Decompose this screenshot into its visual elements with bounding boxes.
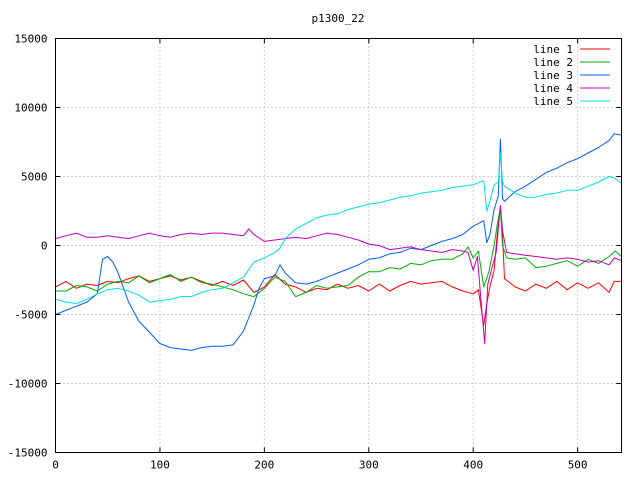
- x-tick-label: 500: [568, 459, 588, 472]
- y-tick-label: -10000: [8, 378, 48, 391]
- series-line-5: [55, 152, 622, 304]
- y-tick-label: 15000: [14, 33, 47, 46]
- legend-label: line 5: [533, 95, 573, 108]
- x-tick-label: 300: [359, 459, 379, 472]
- x-tick-label: 400: [463, 459, 483, 472]
- legend-label: line 1: [533, 43, 573, 56]
- axis-ticks: 0 100 200 300 400 500 -15000 -10000 -5000 0 5000 10…: [8, 33, 622, 472]
- series-group: [55, 133, 622, 351]
- series-line-3: [55, 133, 622, 351]
- y-tick-label: 10000: [14, 102, 47, 115]
- series-line-1: [55, 206, 622, 326]
- y-tick-label: 0: [41, 240, 48, 253]
- legend-label: line 4: [533, 82, 573, 95]
- x-tick-label: 200: [254, 459, 274, 472]
- x-tick-label: 100: [150, 459, 170, 472]
- y-tick-label: -15000: [8, 447, 48, 460]
- y-tick-label: 5000: [21, 171, 48, 184]
- y-tick-label: -5000: [14, 309, 47, 322]
- grid-lines: [55, 38, 622, 453]
- legend-label: line 3: [533, 69, 573, 82]
- chart-title: p1300_22: [312, 12, 365, 25]
- x-tick-label: 0: [52, 459, 59, 472]
- series-line-4: [55, 205, 622, 344]
- series-line-2: [55, 207, 622, 298]
- legend-label: line 2: [533, 56, 573, 69]
